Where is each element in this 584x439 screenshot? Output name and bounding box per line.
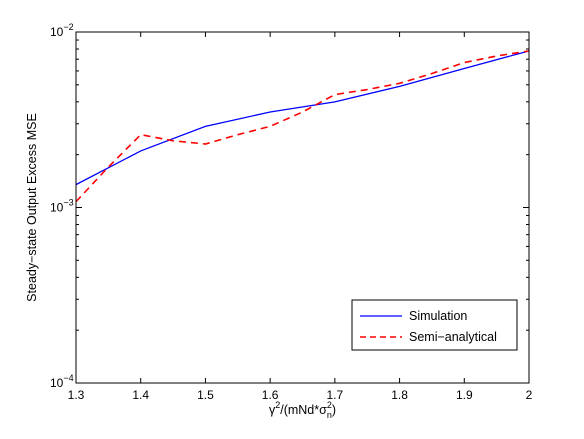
legend-label-semi-analytical: Semi−analytical bbox=[409, 330, 497, 344]
y-tick-label-0: 10−4 bbox=[50, 373, 74, 390]
x-label-gamma: γ bbox=[269, 403, 276, 417]
x-tick-label-6: 1.9 bbox=[456, 388, 473, 402]
x-label-sup-2b: 2 bbox=[327, 400, 332, 410]
x-label-mid: /(mNd*σ bbox=[280, 403, 327, 417]
x-tick-label-1: 1.4 bbox=[132, 388, 149, 402]
x-tick-label-2: 1.5 bbox=[197, 388, 214, 402]
y-tick-label-1: 10−3 bbox=[50, 198, 74, 215]
legend-label-simulation: Simulation bbox=[409, 309, 467, 323]
x-axis-label: γ2/(mNd*σn2) bbox=[269, 400, 336, 420]
series-line-simulation bbox=[75, 50, 530, 186]
legend: Simulation Semi−analytical bbox=[351, 299, 518, 351]
x-label-sub-n: n bbox=[327, 410, 332, 420]
ticks-layer: 1.3 1.4 1.5 1.6 1.7 1.8 1.9 2 10−4 10−3 10−2 bbox=[50, 22, 533, 402]
x-tick-label-7: 2 bbox=[526, 388, 533, 402]
x-tick-label-3: 1.6 bbox=[262, 388, 279, 402]
x-tick-label-0: 1.3 bbox=[68, 388, 85, 402]
x-tick-label-4: 1.7 bbox=[327, 388, 344, 402]
series-line-semi-analytical bbox=[75, 50, 530, 203]
y-axis-label: Steady−state Output Excess MSE bbox=[25, 113, 39, 302]
legend-box bbox=[351, 299, 518, 351]
y-tick-label-2: 10−2 bbox=[50, 22, 74, 39]
x-tick-label-5: 1.8 bbox=[391, 388, 408, 402]
x-label-sup-2a: 2 bbox=[275, 400, 280, 410]
series-layer bbox=[75, 50, 530, 203]
x-label-close: ) bbox=[332, 403, 336, 417]
